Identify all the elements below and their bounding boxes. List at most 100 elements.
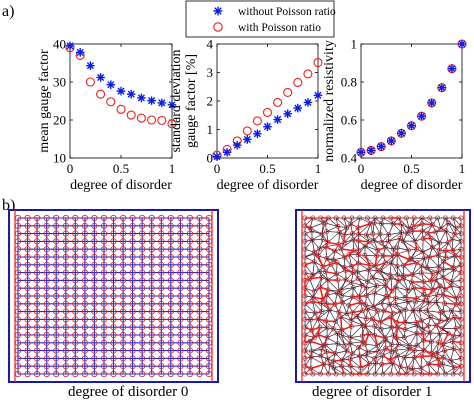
network-node — [24, 316, 31, 323]
network-node — [43, 238, 50, 245]
network-node — [196, 331, 203, 339]
network-node — [62, 316, 69, 323]
network-node — [139, 363, 146, 370]
point-without-poisson — [376, 142, 386, 151]
network-node — [453, 301, 459, 307]
network-node — [62, 347, 69, 354]
network-node — [392, 301, 398, 307]
network-node — [72, 214, 79, 222]
network-node — [395, 278, 401, 284]
network-node — [302, 254, 308, 260]
network-node — [338, 287, 344, 293]
network-node — [177, 261, 184, 268]
network-node — [148, 347, 155, 354]
legend-marker-without — [213, 6, 223, 16]
network-node — [53, 238, 60, 245]
network-node — [324, 292, 330, 298]
network-node — [322, 342, 328, 348]
network-node — [341, 264, 347, 270]
network-node — [334, 260, 340, 266]
network-node — [311, 335, 317, 341]
network-node — [424, 230, 430, 236]
network-node — [110, 308, 117, 315]
network-node — [442, 215, 448, 221]
network-node — [91, 308, 98, 315]
network-node — [14, 246, 22, 253]
network-node — [72, 230, 79, 237]
network-node — [424, 294, 430, 300]
point-without-poisson — [243, 135, 252, 144]
y-tick-label: 0.4 — [341, 151, 358, 166]
network-node — [72, 238, 79, 245]
network-node — [129, 324, 136, 331]
network-node — [186, 222, 193, 229]
network-node — [324, 335, 330, 341]
network-node — [120, 230, 127, 237]
network-node — [62, 277, 69, 284]
network-node — [370, 231, 376, 237]
network-node — [148, 331, 155, 339]
network-node — [360, 322, 366, 328]
network-node — [338, 314, 344, 320]
point-without-poisson — [86, 61, 95, 70]
network-node — [167, 308, 174, 315]
network-node — [100, 222, 108, 229]
network-node — [186, 308, 193, 315]
network-node — [333, 371, 339, 377]
network-node — [409, 272, 415, 278]
network-node — [427, 330, 433, 336]
network-node — [110, 300, 117, 307]
network-node — [411, 285, 417, 291]
network-node — [62, 292, 69, 300]
network-node — [394, 324, 400, 330]
network-node — [33, 222, 41, 229]
network-node — [110, 292, 117, 300]
network-node — [450, 371, 456, 377]
network-node — [91, 214, 98, 222]
y-tick-label: 30 — [53, 75, 66, 90]
network-node — [402, 319, 408, 325]
network-node — [427, 314, 433, 320]
network-node — [349, 231, 355, 237]
network-node — [62, 300, 69, 307]
network-node — [452, 231, 458, 237]
network-node — [344, 311, 350, 317]
network-node — [421, 347, 427, 353]
network-node — [129, 253, 136, 261]
network-node — [24, 269, 31, 276]
network-node — [139, 339, 146, 346]
network-node — [100, 324, 108, 331]
network-node — [451, 365, 457, 371]
network-node — [120, 277, 127, 284]
network-node — [14, 222, 22, 229]
network-node — [91, 355, 98, 362]
network-node — [62, 331, 69, 339]
network-node — [388, 371, 394, 377]
network-node — [186, 214, 193, 222]
network-node — [411, 371, 417, 377]
network-node — [91, 246, 98, 253]
network-node — [14, 370, 22, 378]
network-node — [33, 253, 41, 261]
network-node — [139, 261, 146, 268]
network-node — [302, 340, 308, 346]
network-node — [205, 292, 213, 300]
network-node — [302, 231, 308, 237]
network-node — [24, 308, 31, 315]
network-node — [332, 248, 338, 254]
network-ordered — [8, 209, 219, 383]
network-node — [334, 290, 340, 296]
network-node — [24, 253, 31, 261]
y-axis-label: gauge factor [%] — [184, 54, 199, 148]
plot-area-frame — [360, 43, 463, 159]
network-node — [302, 223, 308, 229]
network-node — [158, 269, 165, 276]
network-node — [325, 239, 331, 245]
network-node — [341, 371, 347, 377]
network-node — [458, 277, 464, 283]
point-without-poisson — [313, 91, 323, 100]
point-with-poisson — [262, 107, 273, 117]
network-node — [309, 237, 315, 243]
plot-area-frame — [69, 43, 173, 159]
network-node — [91, 261, 98, 268]
